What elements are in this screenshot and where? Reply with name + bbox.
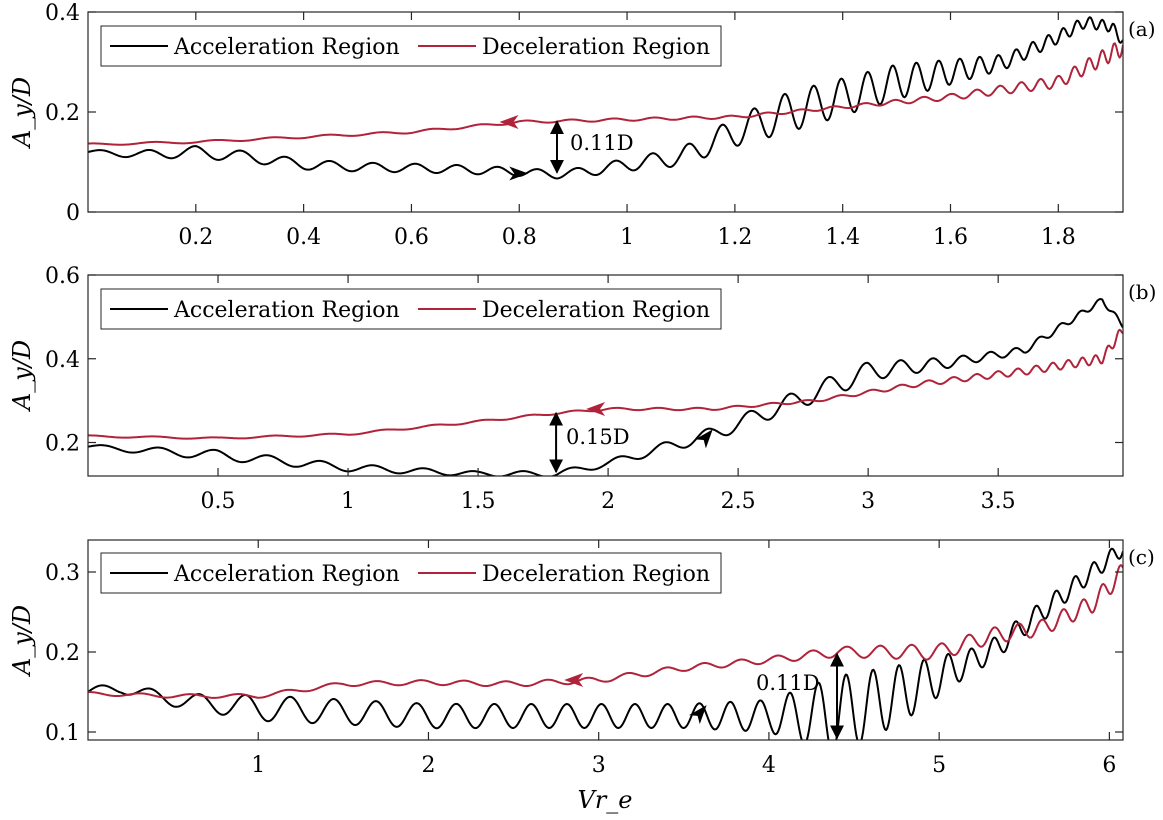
series-line-deceleration bbox=[88, 328, 1123, 440]
x-tick-label: 0.4 bbox=[286, 225, 321, 250]
panel-b-yticks: 0.2 0.4 0.6 bbox=[45, 264, 1123, 457]
panel-a-gap-label: 0.11D bbox=[570, 131, 634, 155]
x-tick-label: 1.8 bbox=[1041, 225, 1076, 250]
y-tick-label: 0.2 bbox=[45, 641, 80, 666]
legend-acceleration-label: Acceleration Region bbox=[173, 298, 400, 323]
panel-c: 1 2 3 4 5 6 0.1 0.2 0.3 (c) A_y/D Acceleration … bbox=[8, 539, 1155, 778]
panel-a-yticks: 0 0.2 0.4 bbox=[45, 1, 1123, 226]
panel-a-plot-area bbox=[88, 16, 1123, 180]
x-tick-label: 3 bbox=[592, 753, 606, 778]
y-tick-label: 0.2 bbox=[45, 432, 80, 457]
x-tick-label: 1 bbox=[341, 489, 355, 514]
x-tick-label: 1.4 bbox=[825, 225, 860, 250]
panel-a: 0.2 0.4 0.6 0.8 1 1.2 1.4 1.6 1.8 0 0.2 0.4 (a) A_… bbox=[8, 1, 1156, 250]
x-tick-label: 0.5 bbox=[201, 489, 236, 514]
panel-b-ylabel: A_y/D bbox=[8, 340, 36, 412]
x-tick-label: 2.5 bbox=[721, 489, 756, 514]
direction-arrow-acceleration bbox=[695, 429, 713, 449]
panel-b-label: (b) bbox=[1128, 280, 1156, 304]
panel-a-ylabel: A_y/D bbox=[8, 77, 36, 149]
legend-deceleration-label: Deceleration Region bbox=[482, 562, 710, 587]
x-tick-label: 5 bbox=[932, 753, 946, 778]
y-tick-label: 0 bbox=[66, 201, 80, 226]
x-tick-label: 4 bbox=[762, 753, 776, 778]
legend-acceleration-label: Acceleration Region bbox=[173, 35, 400, 60]
y-tick-label: 0.3 bbox=[45, 561, 80, 586]
panel-c-yticks: 0.1 0.2 0.3 bbox=[45, 561, 1123, 746]
legend-acceleration-label: Acceleration Region bbox=[173, 562, 400, 587]
panel-c-xticks: 1 2 3 4 5 6 bbox=[251, 540, 1116, 778]
panel-a-legend: Acceleration Region Deceleration Region bbox=[100, 25, 722, 67]
x-tick-label: 1.2 bbox=[717, 225, 752, 250]
series-line-acceleration bbox=[88, 547, 1123, 740]
panel-c-plot-area bbox=[88, 547, 1123, 740]
panel-b-legend: Acceleration Region Deceleration Region bbox=[100, 288, 722, 330]
direction-arrow-acceleration bbox=[689, 705, 707, 725]
y-tick-label: 0.2 bbox=[45, 101, 80, 126]
legend-deceleration-label: Deceleration Region bbox=[482, 298, 710, 323]
direction-arrow-acceleration bbox=[509, 166, 529, 181]
x-tick-label: 2 bbox=[601, 489, 615, 514]
series-line-acceleration bbox=[88, 16, 1123, 180]
y-tick-label: 0.4 bbox=[45, 348, 80, 373]
x-tick-label: 1 bbox=[251, 753, 265, 778]
x-tick-label: 1.6 bbox=[933, 225, 968, 250]
panel-b-gap-label: 0.15D bbox=[566, 425, 630, 449]
panel-b-plot-area bbox=[88, 298, 1123, 476]
series-line-deceleration bbox=[88, 42, 1123, 146]
x-tick-label: 6 bbox=[1102, 753, 1116, 778]
x-tick-label: 3 bbox=[861, 489, 875, 514]
direction-arrow-deceleration bbox=[564, 673, 584, 687]
x-tick-label: 3.5 bbox=[981, 489, 1016, 514]
x-tick-label: 2 bbox=[421, 753, 435, 778]
x-tick-label: 0.2 bbox=[178, 225, 213, 250]
panel-a-xticks: 0.2 0.4 0.6 0.8 1 1.2 1.4 1.6 1.8 bbox=[178, 12, 1076, 250]
panel-c-label: (c) bbox=[1128, 545, 1155, 569]
panel-c-gap-label: 0.11D bbox=[756, 671, 820, 695]
direction-arrow-deceleration bbox=[586, 402, 606, 416]
panel-a-label: (a) bbox=[1128, 17, 1156, 41]
y-tick-label: 0.1 bbox=[45, 721, 80, 746]
panel-b-xticks: 0.5 1 1.5 2 2.5 3 3.5 bbox=[201, 275, 1016, 514]
x-tick-label: 0.6 bbox=[394, 225, 429, 250]
y-tick-label: 0.6 bbox=[45, 264, 80, 289]
series-line-deceleration bbox=[88, 564, 1123, 699]
y-tick-label: 0.4 bbox=[45, 1, 80, 26]
legend-deceleration-label: Deceleration Region bbox=[482, 35, 710, 60]
x-axis-label: Vr_e bbox=[577, 786, 632, 814]
x-tick-label: 1 bbox=[620, 225, 634, 250]
series-line-acceleration bbox=[88, 298, 1123, 476]
panel-c-legend: Acceleration Region Deceleration Region bbox=[100, 552, 722, 594]
direction-arrow-deceleration bbox=[499, 115, 519, 129]
panel-b: 0.5 1 1.5 2 2.5 3 3.5 0.2 0.4 0.6 (b) A_y/D Acce… bbox=[8, 264, 1156, 514]
panel-c-ylabel: A_y/D bbox=[8, 605, 36, 677]
x-tick-label: 1.5 bbox=[461, 489, 496, 514]
x-tick-label: 0.8 bbox=[502, 225, 537, 250]
